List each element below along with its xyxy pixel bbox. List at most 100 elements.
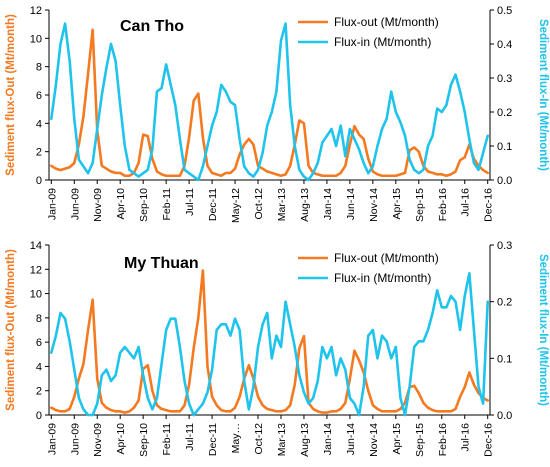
flux-in-point: [468, 272, 471, 275]
flux-in-point: [229, 334, 232, 337]
flux-in-point: [165, 329, 168, 331]
left-y-tick-label: 4: [36, 361, 42, 373]
flux-out-point: [358, 359, 360, 362]
flux-out-point: [179, 174, 181, 177]
flux-out-point: [110, 170, 112, 173]
flux-out-point: [404, 401, 406, 404]
flux-in-point: [220, 83, 223, 86]
flux-out-point: [165, 409, 168, 412]
flux-out-point: [64, 167, 66, 170]
flux-in-point: [261, 151, 264, 154]
flux-in-point: [119, 104, 122, 107]
flux-out-point: [454, 408, 457, 410]
flux-out-point: [404, 172, 406, 174]
flux-in-point: [394, 346, 397, 348]
left-y-tick-label: 4: [36, 118, 42, 130]
flux-in-point: [408, 385, 411, 388]
left-axis-label: Sediment flux-Out (Mt/month): [5, 14, 17, 176]
flux-out-point: [385, 410, 388, 413]
flux-in-point: [206, 145, 209, 147]
flux-in-point: [192, 175, 195, 178]
x-tick-label: Jan-09: [46, 423, 58, 455]
x-tick-label: Feb-16: [437, 188, 449, 221]
flux-out-point: [215, 173, 218, 176]
flux-out-point: [261, 167, 264, 170]
left-y-tick-label: 12: [30, 264, 42, 276]
flux-in-point: [394, 111, 397, 113]
x-tick-label: Oct-12: [253, 188, 265, 220]
flux-out-point: [119, 172, 122, 174]
flux-in-point: [238, 138, 241, 141]
flux-out-point: [137, 162, 140, 164]
x-tick-label: Jan-14: [322, 188, 334, 220]
flux-in-point: [54, 334, 57, 337]
flux-out-point: [224, 172, 227, 174]
flux-out-point: [321, 174, 324, 177]
left-y-tick-label: 2: [36, 147, 42, 159]
flux-out-point: [261, 404, 264, 407]
x-tick-label: Sep-15: [414, 188, 426, 222]
flux-out-point: [307, 164, 310, 167]
flux-in-point: [96, 402, 99, 405]
flux-in-point: [128, 351, 131, 354]
flux-out-point: [156, 170, 158, 173]
flux-out-point: [459, 395, 462, 398]
flux-in-point: [224, 90, 227, 93]
flux-out-point: [156, 404, 158, 407]
flux-out-point: [413, 384, 416, 387]
flux-out-point: [335, 410, 338, 413]
left-axis-label: Sediment flux-Out (Mt/month): [5, 249, 17, 411]
flux-in-point: [201, 165, 204, 168]
right-y-tick-label: 0.0: [497, 410, 512, 422]
flux-in-point: [450, 295, 452, 297]
flux-out-point: [201, 269, 204, 272]
flux-in-point: [59, 312, 62, 314]
flux-in-point: [473, 162, 475, 164]
flux-out-point: [339, 408, 342, 410]
flux-in-point: [211, 124, 213, 127]
flux-in-point: [215, 111, 218, 113]
flux-in-point: [376, 357, 379, 360]
flux-in-point: [413, 346, 416, 348]
flux-out-point: [137, 399, 140, 402]
flux-out-point: [266, 408, 269, 410]
right-y-tick-label: 0.2: [497, 107, 512, 119]
right-y-tick-label: 0.3: [497, 73, 512, 85]
flux-out-point: [234, 406, 236, 409]
flux-out-point: [68, 408, 71, 410]
flux-in-point: [197, 179, 200, 181]
x-tick-label: Apr-10: [115, 188, 127, 220]
flux-in-point: [50, 117, 53, 120]
flux-out-point: [445, 410, 448, 413]
flux-in-point: [266, 312, 269, 314]
flux-in-point: [151, 408, 154, 411]
flux-out-point: [371, 404, 374, 407]
x-tick-label: Jan-14: [322, 423, 334, 455]
flux-in-point: [371, 165, 374, 168]
x-tick-label: Sep-15: [414, 423, 426, 457]
flux-in-point: [133, 172, 135, 175]
flux-in-point: [358, 414, 360, 416]
flux-out-point: [312, 408, 315, 410]
flux-in-point: [179, 346, 181, 348]
flux-in-point: [422, 340, 425, 343]
flux-in-point: [339, 124, 342, 127]
flux-out-point: [59, 410, 62, 413]
series-flux-out: [49, 28, 490, 178]
legend-label: Flux-in (Mt/month): [334, 35, 431, 49]
flux-in-point: [427, 145, 429, 147]
flux-out-point: [201, 136, 204, 139]
flux-in-point: [229, 100, 232, 103]
flux-out-point: [445, 174, 448, 177]
flux-out-point: [454, 170, 457, 173]
flux-in-point: [100, 374, 103, 377]
flux-in-point: [257, 346, 259, 348]
flux-out-point: [358, 133, 360, 136]
flux-in-point: [146, 397, 149, 399]
flux-in-point: [114, 374, 117, 377]
flux-out-point: [427, 406, 429, 409]
x-tick-label: Jul-11: [184, 423, 196, 451]
flux-in-point: [417, 340, 420, 343]
flux-in-point: [312, 397, 315, 399]
